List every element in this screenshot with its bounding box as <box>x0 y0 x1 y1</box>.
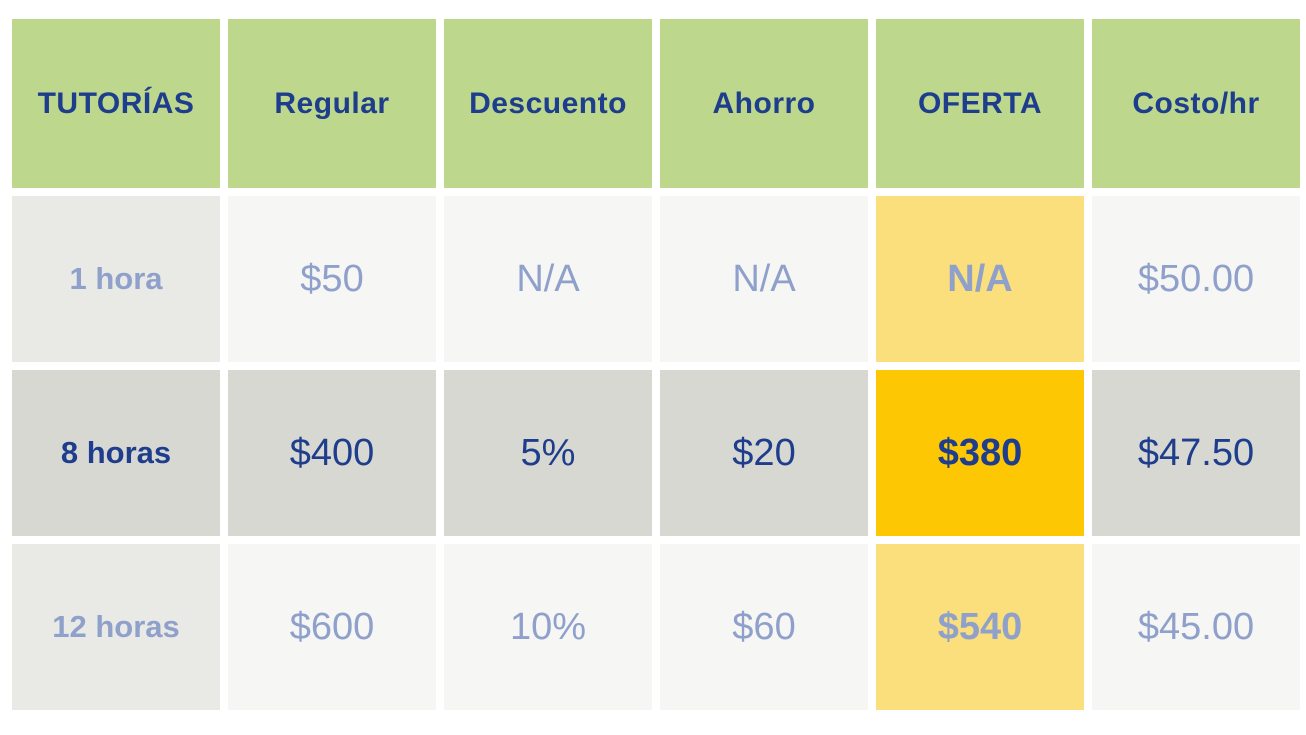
cell-12horas-oferta: $540 <box>876 544 1084 710</box>
cell-1hora-oferta: N/A <box>876 196 1084 362</box>
cell-12horas-regular: $600 <box>228 544 436 710</box>
cell-12horas-costo-hr: $45.00 <box>1092 544 1300 710</box>
cell-1hora-costo-hr: $50.00 <box>1092 196 1300 362</box>
cell-1hora-descuento: N/A <box>444 196 652 362</box>
col-header-ahorro: Ahorro <box>660 19 868 188</box>
cell-12horas-ahorro: $60 <box>660 544 868 710</box>
cell-1hora-regular: $50 <box>228 196 436 362</box>
row-label-1-hora: 1 hora <box>12 196 220 362</box>
pricing-table: TUTORÍAS Regular Descuento Ahorro OFERTA… <box>12 19 1300 710</box>
cell-8horas-oferta: $380 <box>876 370 1084 536</box>
row-label-12-horas: 12 horas <box>12 544 220 710</box>
cell-8horas-regular: $400 <box>228 370 436 536</box>
col-header-descuento: Descuento <box>444 19 652 188</box>
cell-8horas-descuento: 5% <box>444 370 652 536</box>
row-label-8-horas: 8 horas <box>12 370 220 536</box>
col-header-regular: Regular <box>228 19 436 188</box>
cell-12horas-descuento: 10% <box>444 544 652 710</box>
cell-8horas-ahorro: $20 <box>660 370 868 536</box>
col-header-tutorias: TUTORÍAS <box>12 19 220 188</box>
cell-8horas-costo-hr: $47.50 <box>1092 370 1300 536</box>
col-header-costo-hr: Costo/hr <box>1092 19 1300 188</box>
cell-1hora-ahorro: N/A <box>660 196 868 362</box>
col-header-oferta: OFERTA <box>876 19 1084 188</box>
